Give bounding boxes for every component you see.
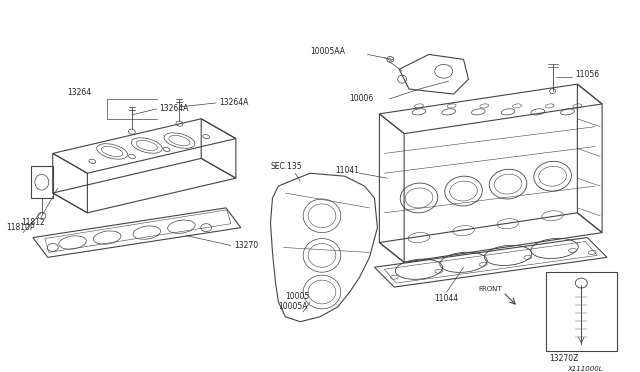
Text: FRONT: FRONT <box>478 286 502 292</box>
Text: 10006: 10006 <box>349 94 374 103</box>
Text: 11812: 11812 <box>21 218 45 227</box>
Text: 13270Z: 13270Z <box>550 354 579 363</box>
Text: 13264A: 13264A <box>159 105 189 113</box>
Text: 10005A: 10005A <box>278 302 308 311</box>
Text: X111000L: X111000L <box>568 366 603 372</box>
Text: 11810P: 11810P <box>6 223 35 232</box>
Text: 13270: 13270 <box>234 241 258 250</box>
Text: SEC.135: SEC.135 <box>271 162 302 171</box>
Text: 11056: 11056 <box>575 70 600 79</box>
Text: 10005AA: 10005AA <box>310 47 345 56</box>
Text: 11044: 11044 <box>434 295 458 304</box>
Text: 11041: 11041 <box>335 166 359 175</box>
Bar <box>546 272 617 352</box>
Text: 13264A: 13264A <box>219 99 248 108</box>
Text: 10005: 10005 <box>285 292 310 301</box>
Text: 13264: 13264 <box>68 87 92 97</box>
